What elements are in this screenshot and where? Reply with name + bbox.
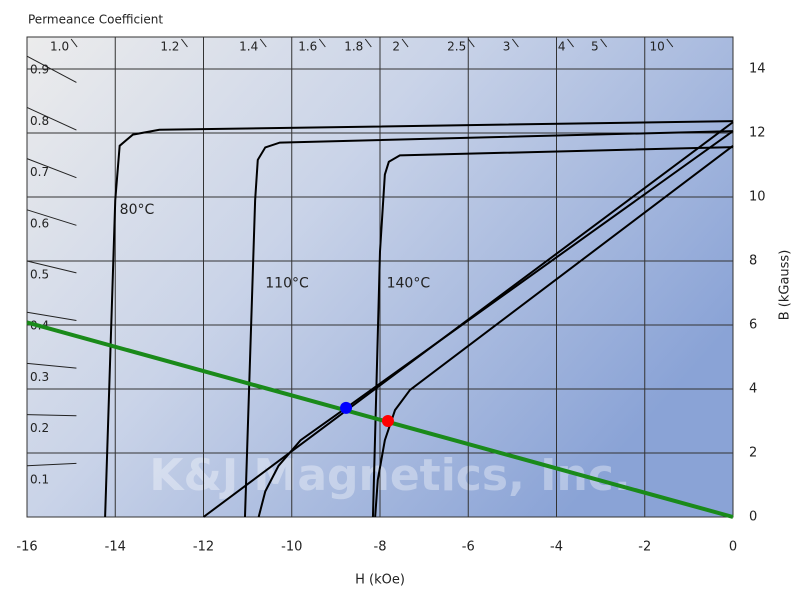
- permeance-tick: [401, 38, 409, 48]
- permeance-label: 1.2: [160, 40, 179, 54]
- y-tick-label: 14: [749, 62, 766, 77]
- permeance-label: 0.1: [30, 472, 49, 486]
- permeance-label: 10: [650, 40, 665, 54]
- permeance-label: 1.8: [344, 40, 363, 54]
- y-tick-label: 8: [749, 254, 757, 269]
- y-tick-label: 6: [749, 318, 757, 333]
- x-tick-label: -6: [462, 540, 475, 555]
- curve: [104, 120, 734, 518]
- permeance-tick: [70, 38, 78, 48]
- permeance-label: 0.8: [30, 114, 49, 128]
- permeance-tick: [26, 414, 77, 417]
- curve: [243, 130, 734, 518]
- permeance-tick: [26, 55, 77, 83]
- permeance-tick: [26, 362, 77, 369]
- curve-label: 140°C: [387, 275, 431, 291]
- permeance-label: 0.5: [30, 268, 49, 282]
- y-tick-label: 2: [749, 446, 757, 461]
- y-axis-label: B (kGauss): [778, 250, 793, 321]
- permeance-tick: [600, 38, 608, 48]
- permeance-tick: [26, 209, 77, 226]
- curve: [257, 130, 734, 518]
- permeance-label: 1.0: [50, 40, 69, 54]
- permeance-label: 0.9: [30, 63, 49, 77]
- permeance-label: 5: [591, 40, 599, 54]
- curve: [26, 320, 734, 519]
- permeance-tick: [26, 462, 77, 467]
- permeance-tick: [181, 38, 188, 48]
- y-tick-label: 4: [749, 382, 757, 397]
- watermark: K&J Magnetics, Inc.: [149, 450, 630, 501]
- permeance-tick: [318, 38, 326, 48]
- permeance-label: 0.3: [30, 370, 49, 384]
- permeance-tick: [26, 106, 77, 131]
- permeance-label: 0.6: [30, 216, 49, 230]
- permeance-tick: [26, 260, 77, 274]
- permeance-label: 1.6: [298, 40, 317, 54]
- permeance-tick: [666, 38, 674, 48]
- x-tick-label: -16: [16, 540, 37, 555]
- permeance-tick: [467, 38, 475, 48]
- x-axis-label: H (kOe): [355, 573, 405, 588]
- x-tick-label: -10: [281, 540, 302, 555]
- permeance-tick: [259, 38, 267, 48]
- x-tick-label: -4: [550, 540, 563, 555]
- permeance-label: 4: [558, 40, 566, 54]
- permeance-label: 2: [392, 40, 400, 54]
- x-tick-label: -8: [374, 540, 387, 555]
- plot-border: [26, 36, 734, 518]
- x-tick-label: 0: [729, 540, 737, 555]
- x-tick-label: -2: [638, 540, 651, 555]
- permeance-label: 1.4: [239, 40, 258, 54]
- curve-label: 110°C: [265, 275, 309, 291]
- chart-title: Permeance Coefficient: [28, 13, 163, 27]
- y-tick-label: 12: [749, 126, 766, 141]
- data-point: [381, 415, 394, 427]
- permeance-label: 0.7: [30, 165, 49, 179]
- permeance-tick: [26, 158, 77, 179]
- permeance-tick: [26, 311, 77, 322]
- data-point: [340, 401, 353, 414]
- permeance-tick: [364, 38, 372, 48]
- curve-label: 80°C: [120, 202, 155, 218]
- permeance-label: 0.2: [30, 421, 49, 435]
- y-tick-label: 10: [749, 190, 766, 205]
- y-tick-label: 0: [749, 510, 757, 525]
- curve: [371, 146, 734, 518]
- permeance-label: 2.5: [447, 40, 466, 54]
- x-tick-label: -12: [193, 540, 214, 555]
- permeance-tick: [511, 38, 519, 48]
- permeance-tick: [567, 38, 574, 48]
- x-tick-label: -14: [105, 540, 126, 555]
- permeance-label: 3: [503, 40, 511, 54]
